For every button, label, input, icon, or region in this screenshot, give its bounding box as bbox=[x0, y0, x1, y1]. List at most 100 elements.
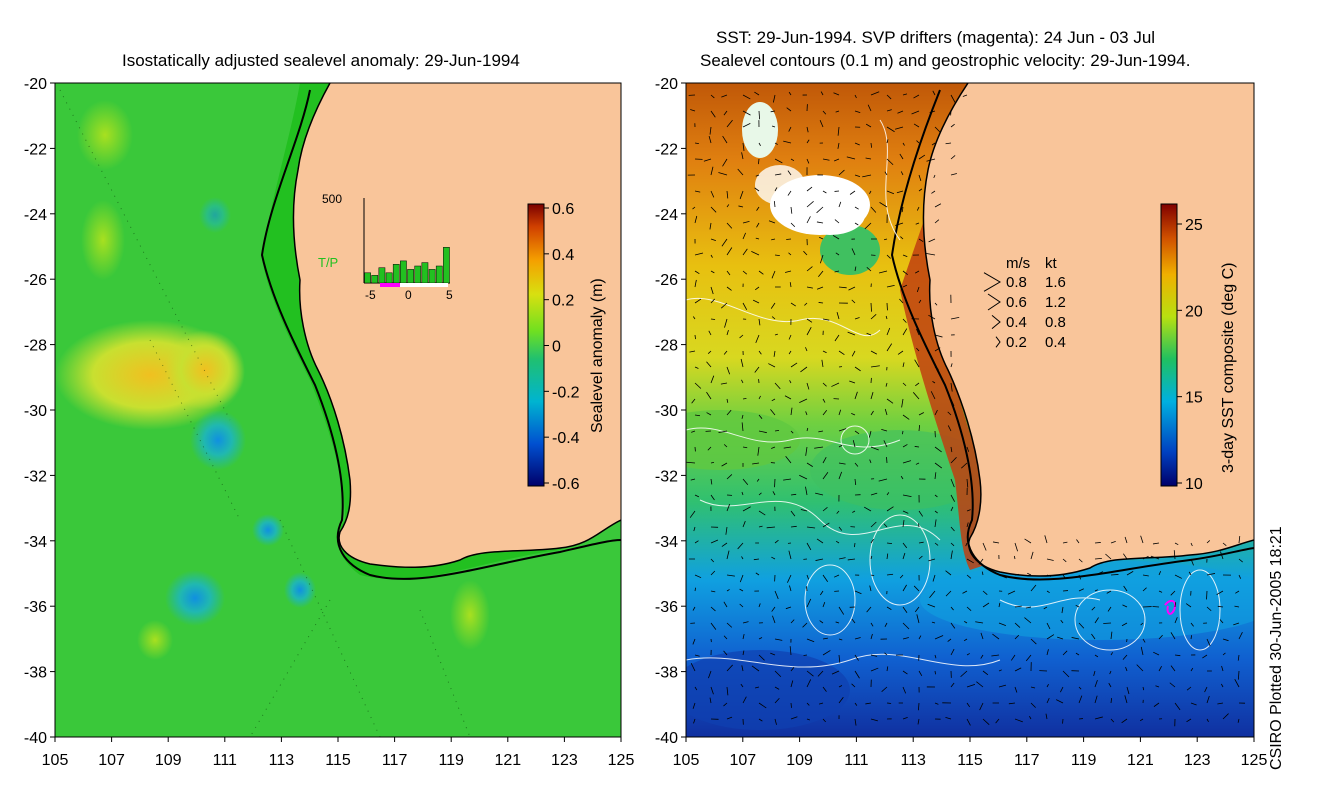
velocity-arrow bbox=[966, 702, 971, 708]
inset-bar bbox=[371, 275, 379, 284]
y-tick-label: -30 bbox=[655, 403, 678, 420]
left-map[interactable] bbox=[55, 83, 621, 737]
velocity-arrow bbox=[886, 327, 891, 336]
velocity-arrow bbox=[787, 574, 792, 583]
velocity-arrow bbox=[1142, 686, 1145, 691]
velocity-arrow bbox=[694, 540, 699, 544]
velocity-arrow bbox=[1123, 585, 1128, 592]
velocity-arrow bbox=[870, 622, 874, 627]
sst-patch bbox=[920, 560, 1254, 640]
sst-patch bbox=[686, 650, 850, 730]
y-tick-label: -24 bbox=[24, 207, 47, 224]
velocity-arrow bbox=[869, 459, 872, 464]
legend-kt-value: 1.6 bbox=[1045, 274, 1066, 291]
inset-bar bbox=[400, 260, 407, 284]
x-tick-label: 115 bbox=[957, 752, 983, 769]
velocity-arrow bbox=[771, 606, 776, 612]
velocity-arrow bbox=[1094, 716, 1103, 720]
velocity-arrow bbox=[1014, 718, 1023, 723]
velocity-arrow bbox=[723, 635, 728, 640]
velocity-arrow bbox=[950, 316, 960, 320]
velocity-arrow bbox=[1014, 634, 1020, 640]
velocity-arrow bbox=[950, 682, 955, 688]
velocity-arrow bbox=[1190, 558, 1194, 566]
velocity-arrow bbox=[902, 606, 908, 613]
velocity-arrow bbox=[710, 270, 715, 274]
velocity-arrow bbox=[918, 154, 926, 160]
inset-bar bbox=[407, 269, 414, 284]
velocity-arrow bbox=[966, 718, 971, 726]
velocity-arrow bbox=[790, 619, 795, 624]
velocity-arrow bbox=[686, 461, 696, 464]
velocity-arrow bbox=[710, 190, 715, 198]
velocity-arrow bbox=[899, 153, 904, 160]
velocity-arrow bbox=[774, 590, 779, 600]
velocity-arrow bbox=[950, 606, 954, 611]
velocity-arrow bbox=[851, 683, 856, 688]
velocity-arrow bbox=[982, 670, 989, 676]
velocity-arrow bbox=[1059, 686, 1064, 693]
velocity-arrow bbox=[1142, 587, 1147, 592]
velocity-arrow bbox=[928, 558, 936, 562]
velocity-arrow bbox=[768, 220, 776, 224]
velocity-arrow bbox=[982, 602, 990, 608]
velocity-arrow bbox=[966, 653, 970, 656]
velocity-arrow bbox=[806, 679, 812, 688]
y-tick-label: -40 bbox=[655, 730, 678, 747]
velocity-arrow bbox=[886, 284, 895, 288]
velocity-arrow bbox=[720, 382, 728, 385]
x-tick-label: 125 bbox=[608, 752, 635, 769]
velocity-arrow bbox=[884, 652, 888, 656]
velocity-arrow bbox=[707, 446, 712, 451]
velocity-arrow bbox=[690, 478, 696, 481]
velocity-arrow bbox=[1140, 622, 1144, 626]
velocity-arrow bbox=[950, 382, 953, 392]
velocity-arrow bbox=[852, 440, 856, 448]
y-tick-label: -28 bbox=[24, 338, 47, 355]
velocity-arrow bbox=[755, 174, 760, 177]
velocity-arrow bbox=[1030, 638, 1037, 645]
velocity-arrow bbox=[754, 187, 760, 192]
velocity-arrow bbox=[1238, 558, 1243, 563]
velocity-arrow bbox=[930, 391, 936, 400]
velocity-arrow bbox=[756, 478, 760, 482]
velocity-arrow bbox=[805, 586, 808, 592]
velocity-arrow bbox=[774, 142, 778, 145]
velocity-arrow bbox=[756, 206, 760, 211]
velocity-arrow bbox=[867, 104, 872, 112]
velocity-arrow bbox=[950, 622, 956, 629]
velocity-arrow bbox=[723, 650, 728, 656]
colorbar-tick-label: 0.4 bbox=[552, 247, 574, 264]
velocity-arrow bbox=[783, 446, 792, 449]
velocity-arrow bbox=[790, 525, 797, 528]
right-map[interactable] bbox=[640, 83, 1280, 737]
velocity-arrow bbox=[851, 350, 856, 357]
velocity-arrow bbox=[870, 633, 873, 640]
velocity-arrow bbox=[787, 190, 792, 196]
shelf-contour bbox=[890, 89, 1254, 581]
velocity-arrow bbox=[1170, 665, 1176, 672]
velocity-arrow bbox=[852, 510, 856, 513]
velocity-arrow bbox=[790, 680, 794, 688]
legend-ms-value: 0.6 bbox=[1006, 294, 1027, 311]
velocity-arrow bbox=[1007, 590, 1016, 595]
velocity-arrow bbox=[806, 542, 812, 551]
velocity-arrow bbox=[864, 222, 872, 230]
velocity-arrow bbox=[838, 409, 842, 416]
velocity-arrow bbox=[694, 215, 698, 224]
velocity-arrow bbox=[878, 478, 888, 482]
inset-bar bbox=[378, 267, 386, 284]
velocity-arrow bbox=[692, 702, 696, 709]
velocity-arrow bbox=[899, 298, 904, 304]
velocity-arrow bbox=[1222, 652, 1226, 656]
velocity-arrow bbox=[1170, 632, 1176, 640]
velocity-arrow bbox=[978, 558, 984, 565]
velocity-arrow bbox=[694, 654, 700, 657]
velocity-arrow bbox=[886, 190, 895, 195]
velocity-arrow bbox=[691, 430, 696, 433]
velocity-arrow bbox=[854, 94, 857, 99]
velocity-arrow bbox=[902, 622, 910, 630]
velocity-arrow bbox=[758, 414, 763, 419]
sealevel-contours bbox=[686, 119, 1221, 668]
velocity-arrow bbox=[1174, 617, 1178, 624]
